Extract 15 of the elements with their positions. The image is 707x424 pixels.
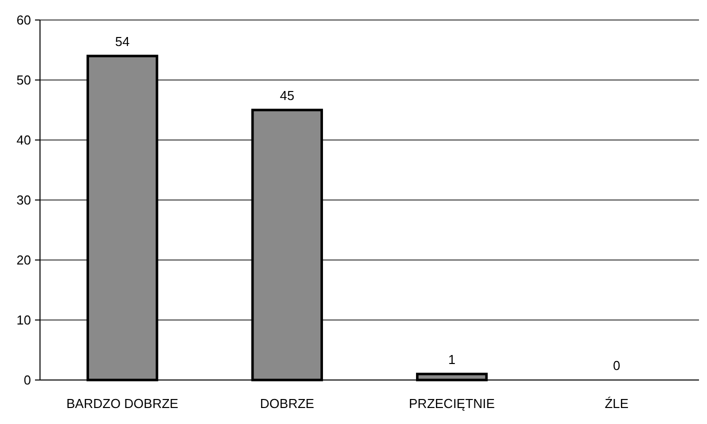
data-label: 0	[613, 358, 620, 373]
y-tick-label: 30	[16, 192, 31, 208]
y-tick-label: 40	[16, 132, 31, 148]
x-tick-label: ŹLE	[604, 396, 629, 411]
x-tick-label: PRZECIĘTNIE	[408, 396, 496, 411]
y-tick-label: 20	[16, 252, 31, 268]
y-tick-label: 60	[16, 12, 31, 28]
data-label: 45	[280, 88, 294, 103]
x-tick-label: BARDZO DOBRZE	[66, 396, 179, 411]
y-tick-label: 10	[16, 312, 31, 328]
data-label: 54	[115, 34, 130, 49]
data-label: 1	[448, 352, 456, 367]
x-tick-label: DOBRZE	[260, 396, 315, 411]
y-tick-label: 50	[16, 72, 31, 88]
y-tick-label: 0	[24, 372, 31, 388]
